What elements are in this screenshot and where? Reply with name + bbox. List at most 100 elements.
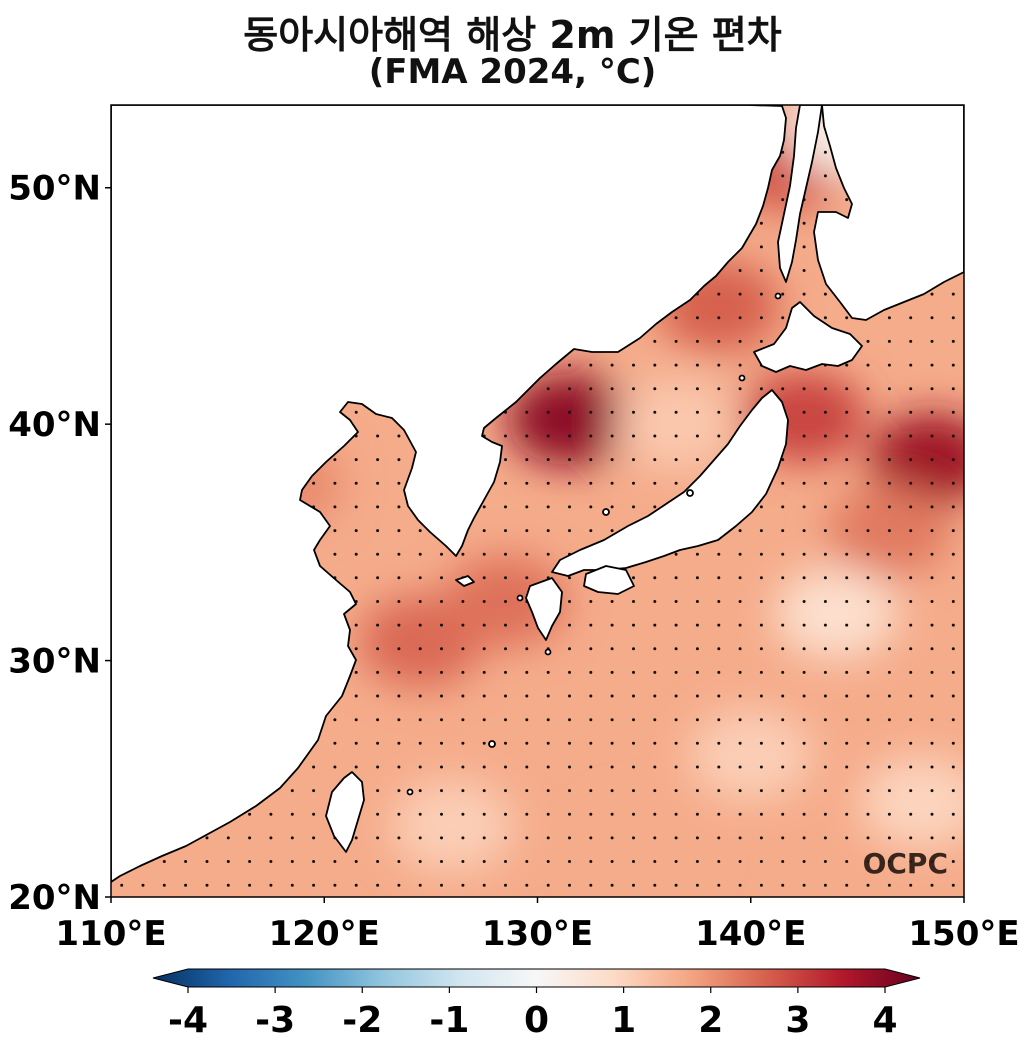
anomaly-hotspot [582,803,707,896]
stipple-dot [909,316,913,320]
stipple-dot [290,860,294,863]
stipple-dot [951,789,955,793]
stipple-dot [930,339,934,343]
stipple-dot [845,316,849,320]
stipple-dot [695,836,699,840]
stipple-dot [930,600,934,603]
stipple-dot [482,812,486,816]
anomaly-hotspot [614,378,739,471]
stipple-dot [781,836,785,840]
jeju-island [455,575,475,587]
stipple-dot [930,670,934,674]
stipple-dot [930,647,934,651]
stipple-dot [717,812,721,816]
stipple-dot [887,600,891,603]
stipple-dot [802,387,806,391]
stipple-dot [909,694,913,698]
anomaly-hotspot [507,373,632,466]
stipple-dot [909,481,913,485]
stipple-dot [695,434,699,438]
stipple-dot [525,860,529,863]
stipple-dot [653,670,657,674]
stipple-dot [354,505,358,509]
stipple-dot [333,860,337,863]
stipple-dot [632,860,635,863]
stipple-dot [738,410,742,414]
stipple-dot [674,741,678,745]
stipple-dot [695,647,699,651]
stipple-dot [909,600,913,603]
stipple-dot [632,741,635,745]
stipple-dot [738,339,742,343]
stipple-dot [354,647,358,651]
stipple-dot [759,694,763,698]
stipple-dot [823,623,827,627]
stipple-dot [781,481,785,485]
stipple-dot [930,718,934,722]
stipple-dot [951,623,955,627]
stipple-dot [354,860,358,863]
anomaly-hotspot [390,780,515,873]
stipple-dot [589,458,593,462]
stipple-dot [376,883,380,887]
stipple-dot [397,670,401,674]
stipple-dot [632,694,635,698]
stipple-dot [568,387,571,391]
stipple-dot [802,860,806,863]
stipple-dot [781,765,785,769]
stipple-dot [354,836,358,840]
stipple-dot [653,789,657,793]
stipple-dot [269,812,273,816]
stipple-dot [738,387,742,391]
stipple-dot [951,434,955,438]
stipple-dot [845,789,849,793]
stipple-dot [802,221,806,225]
stipple-dot [376,812,380,816]
stipple-dot [504,836,507,840]
stipple-dot [930,505,934,509]
stipple-dot [781,600,785,603]
stipple-dot [887,363,891,367]
stipple-dot [674,481,678,485]
stipple-dot [504,505,507,509]
stipple-dot [674,576,678,580]
colorbar-tick-label: -3 [255,1000,295,1041]
stipple-dot [823,410,827,414]
stipple-dot [333,505,337,509]
stipple-dot [717,600,721,603]
stipple-dot [568,576,571,580]
stipple-dot [866,623,870,627]
stipple-dot [887,316,891,320]
stipple-dot [951,410,955,414]
stipple-dot [418,765,422,769]
stipple-dot [568,363,571,367]
stipple-dot [632,812,635,816]
stipple-dot [738,670,742,674]
colorbar-tick-label: 0 [524,1000,549,1041]
anomaly-hotspot [774,567,899,660]
stipple-dot [930,623,934,627]
sakhalin-island [777,105,823,283]
stipple-dot [802,458,806,462]
colorbar-tick-label: 1 [611,1000,636,1041]
stipple-dot [632,363,635,367]
stipple-dot [376,860,380,863]
stipple-dot [653,481,657,485]
stipple-dot [440,883,443,887]
stipple-dot [461,600,465,603]
stipple-dot [248,860,252,863]
stipple-dot [610,741,614,745]
stipple-dot [653,860,657,863]
stipple-dot [610,458,614,462]
stipple-dot [887,741,891,745]
lat-tick-label: 30°N [8,642,101,682]
stipple-dot [674,410,678,414]
stipple-dot [589,434,593,438]
stipple-dot [376,647,380,651]
stipple-dot [546,387,550,391]
stipple-dot [589,387,593,391]
stipple-dot [653,363,657,367]
stipple-dot [653,434,657,438]
stipple-dot [418,883,422,887]
colorbar-tick-label: 4 [872,1000,897,1041]
